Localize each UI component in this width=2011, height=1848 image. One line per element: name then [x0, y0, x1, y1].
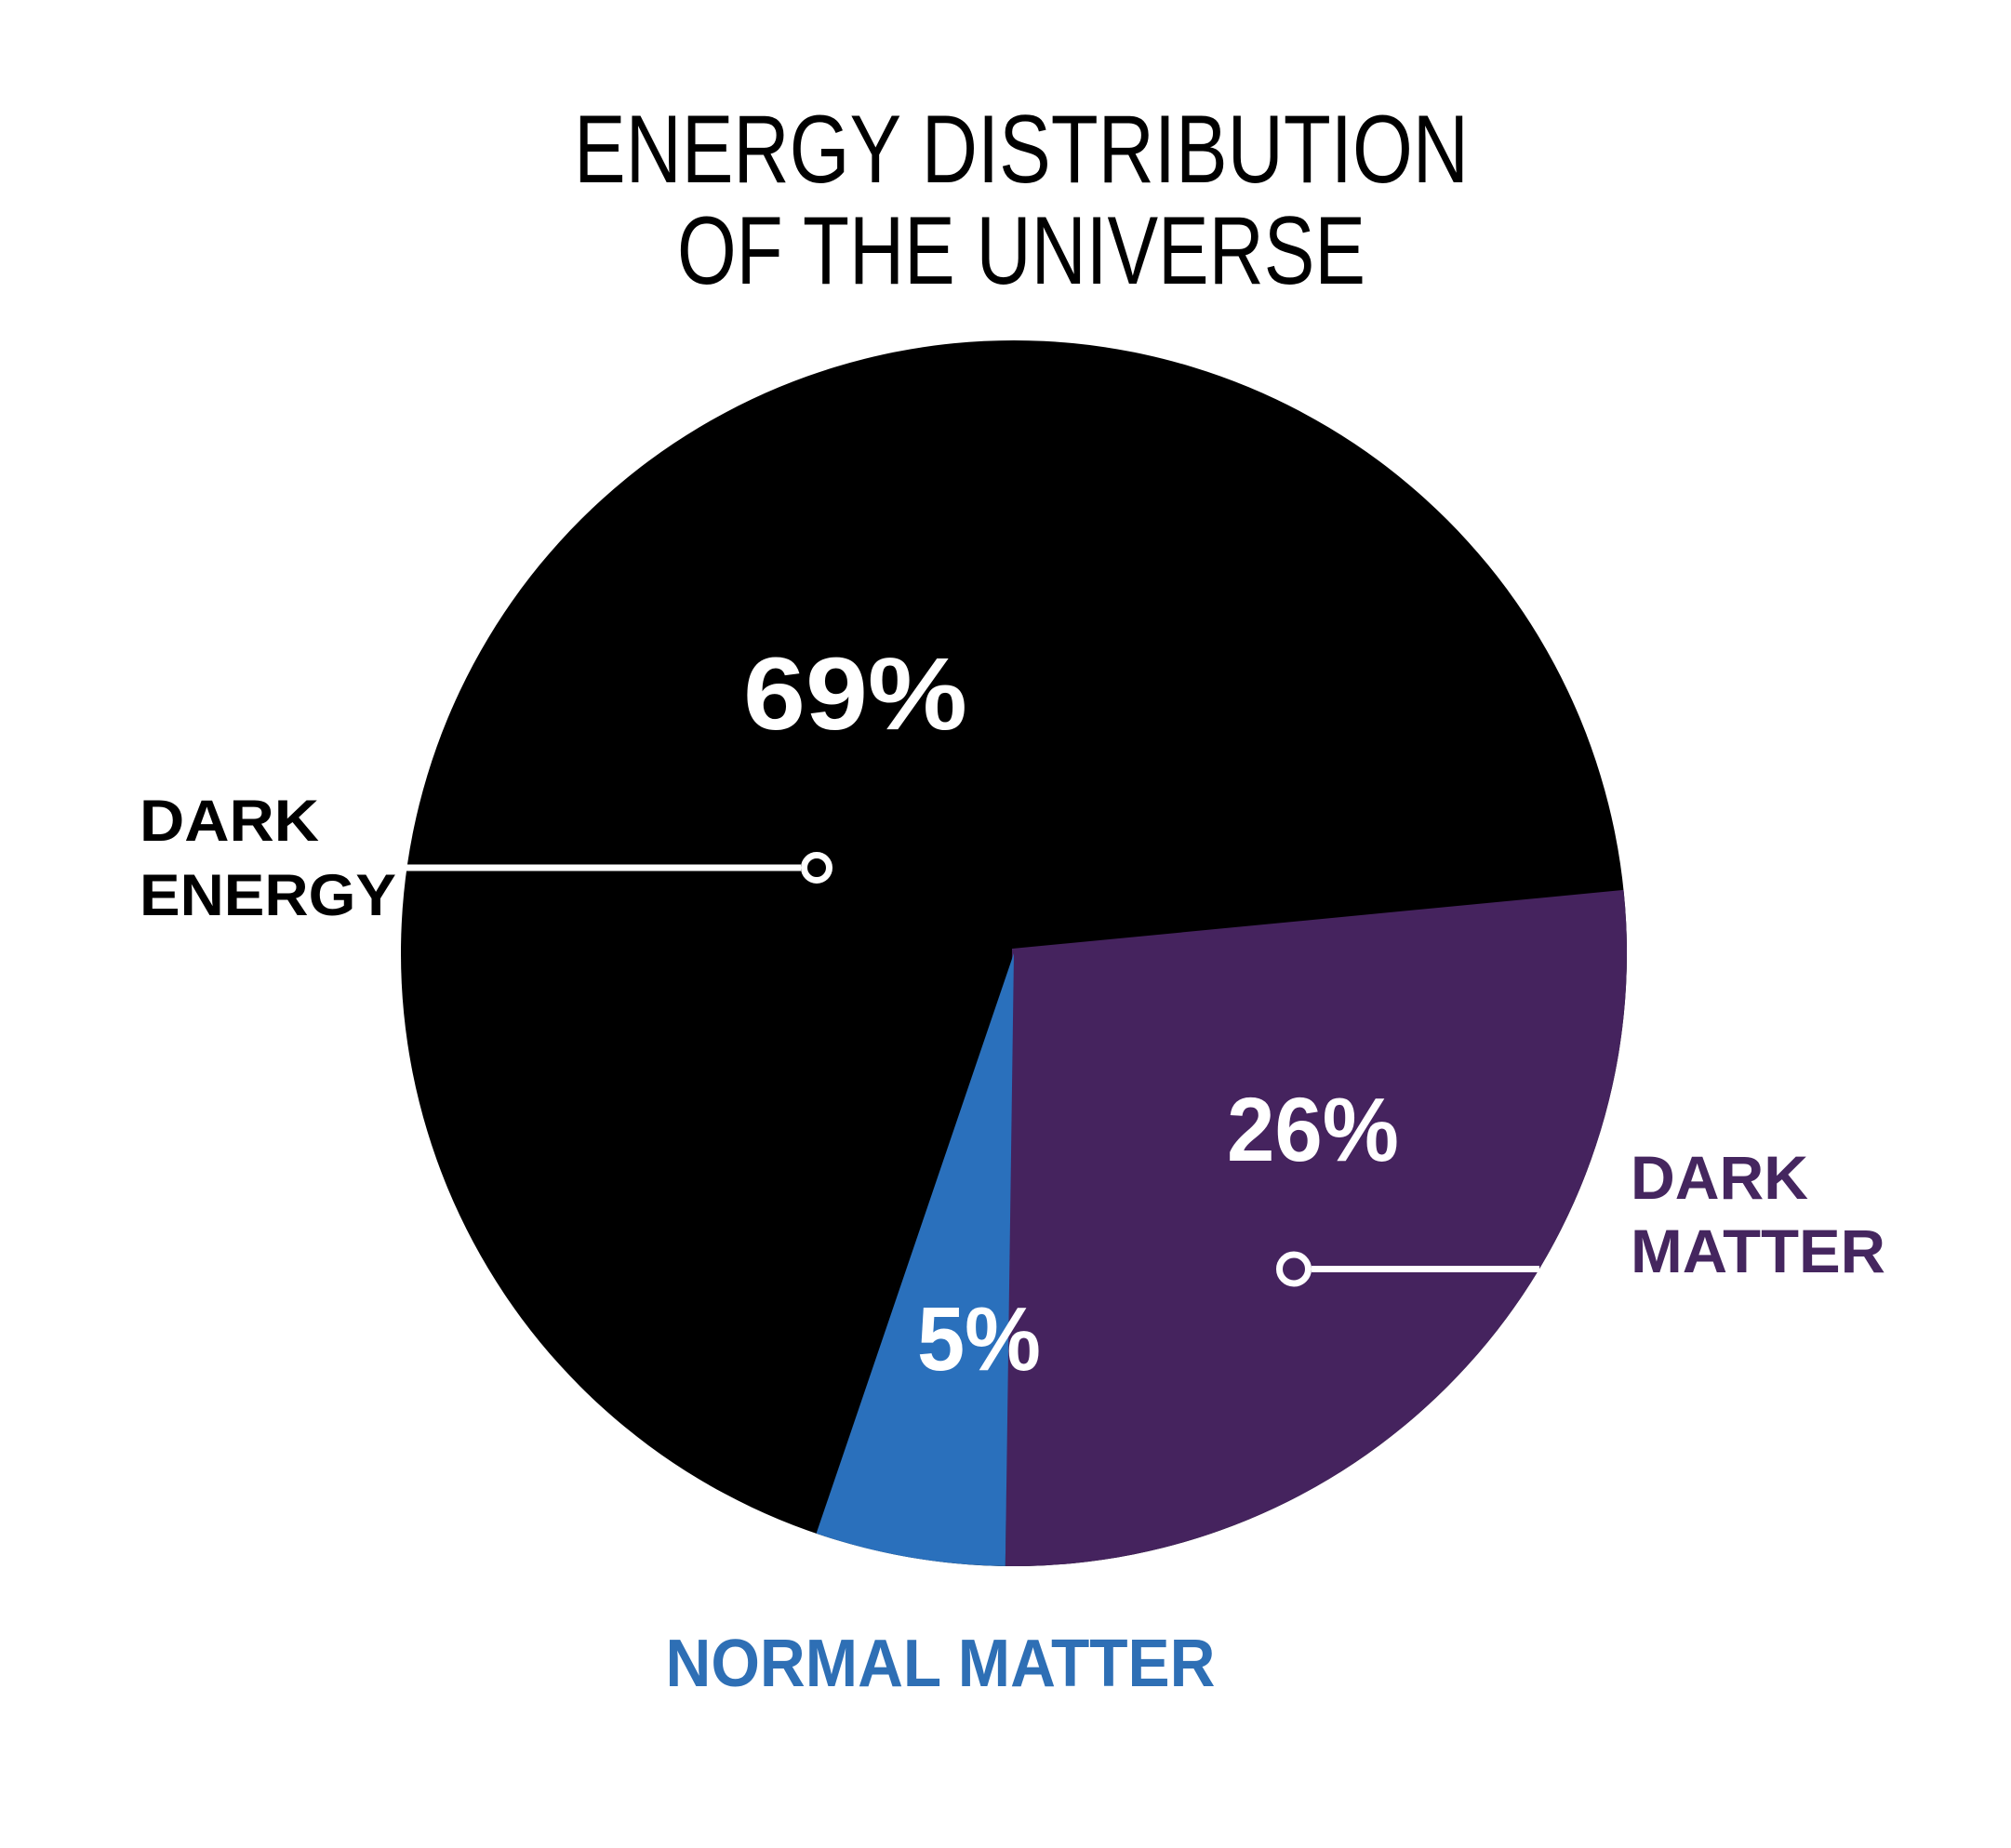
- svg-text:5%: 5%: [917, 1288, 1041, 1389]
- svg-text:ENERGY: ENERGY: [140, 863, 396, 928]
- svg-text:OF THE UNIVERSE: OF THE UNIVERSE: [677, 197, 1365, 305]
- svg-text:DARK: DARK: [1631, 1143, 1808, 1212]
- svg-text:NORMAL MATTER: NORMAL MATTER: [666, 1627, 1216, 1701]
- svg-text:26%: 26%: [1227, 1079, 1399, 1180]
- svg-text:69%: 69%: [743, 637, 967, 751]
- svg-text:MATTER: MATTER: [1631, 1216, 1885, 1285]
- svg-text:DARK: DARK: [140, 789, 319, 854]
- svg-text:ENERGY DISTRIBUTION: ENERGY DISTRIBUTION: [574, 96, 1469, 204]
